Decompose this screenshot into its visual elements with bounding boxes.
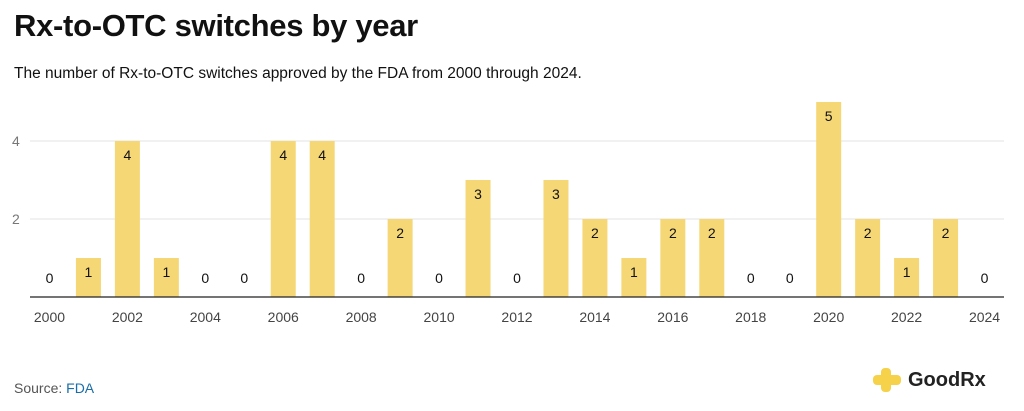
- bar-2013: [543, 180, 569, 297]
- data-label-2017: 2: [708, 225, 716, 241]
- bar-2016: [660, 219, 686, 297]
- x-tick-label: 2024: [969, 309, 1000, 325]
- source-link[interactable]: FDA: [66, 380, 95, 396]
- data-label-2008: 0: [357, 270, 365, 286]
- y-tick-label: 2: [12, 211, 20, 227]
- chart-title: Rx-to-OTC switches by year: [14, 8, 418, 43]
- bar-2006: [270, 141, 296, 297]
- source-label: Source:: [14, 380, 63, 396]
- data-label-2020: 5: [825, 108, 833, 124]
- goodrx-wordmark: GoodRx: [908, 368, 986, 391]
- bars: [75, 102, 959, 297]
- bar-2015: [621, 258, 647, 297]
- data-label-2004: 0: [201, 270, 209, 286]
- x-tick-label: 2004: [190, 309, 221, 325]
- x-tick-label: 2022: [891, 309, 922, 325]
- data-labels: 0 1 4 1 0 0 4 4 0 2 0 3 0 3 2 1 2 2 0 0 5 2 1 2 0: [46, 108, 989, 286]
- bar-chart: 0 1 4 1 0 0 4 4 0 2 0 3 0 3 2 1 2 2 0 0 5 2 1 2 0 2 4 2000 2002 2004…: [12, 102, 1004, 325]
- data-label-2011: 3: [474, 186, 482, 202]
- data-label-2006: 4: [279, 147, 287, 163]
- data-label-2018: 0: [747, 270, 755, 286]
- data-label-2022: 1: [903, 264, 911, 280]
- data-label-2003: 1: [162, 264, 170, 280]
- data-label-2001: 1: [85, 264, 93, 280]
- bar-2021: [855, 219, 881, 297]
- x-tick-label: 2014: [579, 309, 610, 325]
- bar-2002: [114, 141, 140, 297]
- data-label-2013: 3: [552, 186, 560, 202]
- goodrx-plus-icon: [873, 368, 901, 392]
- x-tick-label: 2020: [813, 309, 844, 325]
- data-label-2021: 2: [864, 225, 872, 241]
- x-tick-label: 2002: [112, 309, 143, 325]
- data-label-2000: 0: [46, 270, 54, 286]
- x-tick-label: 2018: [735, 309, 766, 325]
- goodrx-logo: GoodRx: [872, 367, 986, 393]
- x-tick-label: 2006: [268, 309, 299, 325]
- x-tick-label: 2016: [657, 309, 688, 325]
- bar-2020: [816, 102, 842, 297]
- bar-2001: [75, 258, 101, 297]
- data-label-2019: 0: [786, 270, 794, 286]
- data-label-2023: 2: [942, 225, 950, 241]
- chart-subtitle: The number of Rx-to-OTC switches approve…: [14, 65, 582, 82]
- data-label-2012: 0: [513, 270, 521, 286]
- bar-2007: [309, 141, 335, 297]
- data-label-2009: 2: [396, 225, 404, 241]
- data-label-2007: 4: [318, 147, 326, 163]
- x-tick-label: 2010: [424, 309, 455, 325]
- x-tick-label: 2012: [501, 309, 532, 325]
- data-label-2014: 2: [591, 225, 599, 241]
- source-note: Source: FDA: [14, 380, 94, 396]
- data-label-2024: 0: [981, 270, 989, 286]
- bar-2009: [387, 219, 413, 297]
- data-label-2005: 0: [240, 270, 248, 286]
- data-label-2016: 2: [669, 225, 677, 241]
- y-tick-label: 4: [12, 133, 20, 149]
- bar-2023: [933, 219, 959, 297]
- x-tick-label: 2008: [346, 309, 377, 325]
- data-label-2010: 0: [435, 270, 443, 286]
- bar-2011: [465, 180, 491, 297]
- data-label-2015: 1: [630, 264, 638, 280]
- data-label-2002: 4: [124, 147, 132, 163]
- x-tick-label: 2000: [34, 309, 65, 325]
- bar-2014: [582, 219, 608, 297]
- bar-2017: [699, 219, 725, 297]
- bar-2022: [894, 258, 920, 297]
- gridlines: [30, 140, 1004, 220]
- bar-2003: [153, 258, 179, 297]
